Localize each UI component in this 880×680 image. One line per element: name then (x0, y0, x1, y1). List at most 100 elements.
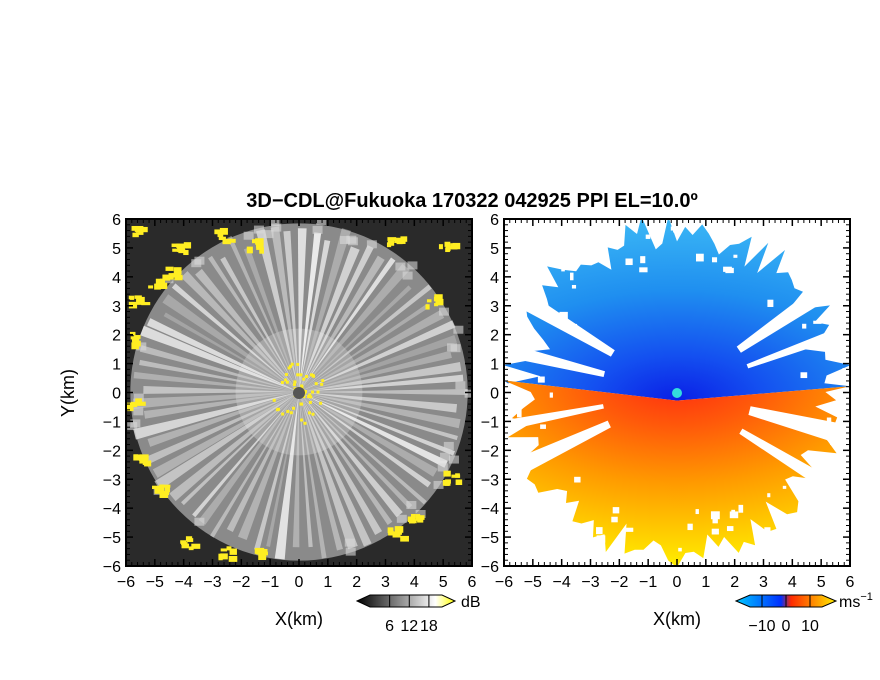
missing-data-pixel (782, 485, 787, 489)
echo-pixel-center (290, 362, 294, 366)
echo-pixel-center (302, 377, 306, 381)
edge-clutter (344, 538, 355, 547)
x-tick-label: 4 (788, 574, 797, 591)
edge-clutter (243, 231, 254, 240)
echo-pixel (173, 267, 182, 275)
echo-pixel (256, 241, 264, 248)
echo-pixel (168, 273, 174, 280)
reflectivity-ray (299, 392, 343, 551)
y-tick-label: −1 (103, 414, 121, 431)
x-tick-label: −6 (495, 574, 513, 591)
x-tick-label: 3 (759, 574, 768, 591)
reflectivity-ray (299, 303, 430, 392)
echo-pixel (135, 398, 143, 404)
echo-pixel-center (292, 406, 296, 410)
x-tick-label: 4 (410, 574, 419, 591)
echo-pixel (452, 242, 461, 250)
missing-data-pixel (767, 299, 774, 307)
missing-data-pixel (712, 516, 718, 524)
echo-pixel (258, 554, 267, 561)
missing-data-pixel (516, 409, 522, 418)
velocity-approaching-region (504, 219, 850, 401)
reflectivity-ray (299, 392, 461, 429)
edge-clutter (269, 219, 280, 227)
y-tick-label: −4 (103, 501, 121, 518)
edge-clutter (455, 381, 466, 390)
echo-pixel (165, 266, 174, 271)
y-tick-label: 0 (112, 386, 121, 403)
y-tick-label: 4 (490, 270, 499, 287)
missing-data-pixel (571, 284, 577, 289)
echo-pixel-center (300, 385, 304, 389)
missing-data-wedge (504, 279, 615, 357)
reflectivity-ray (139, 359, 299, 392)
x-tick-label: 6 (468, 574, 477, 591)
missing-data-pixel (807, 279, 813, 285)
echo-pixel (162, 274, 171, 281)
x-tick-label: 2 (730, 574, 739, 591)
reflectivity-ray (299, 239, 331, 392)
echo-pixel (254, 548, 264, 554)
colorbar-tick-label: 10 (801, 618, 819, 635)
echo-pixel-center (289, 411, 293, 415)
echo-pixel (130, 336, 137, 340)
reflectivity-ray (299, 285, 412, 392)
colorbar-labels-right: −10 0 10 (748, 618, 819, 635)
echo-pixel (388, 531, 393, 536)
echo-pixel (226, 546, 232, 551)
reflectivity-ray (226, 392, 299, 533)
echo-pixel-center (299, 402, 303, 406)
echo-pixel (139, 456, 148, 464)
echo-pixel (444, 480, 450, 486)
missing-data-wedge (746, 322, 850, 369)
echo-pixel (130, 401, 138, 408)
colorbar-tick-label: 6 (385, 618, 394, 635)
echo-pixel (131, 342, 139, 350)
echo-pixel-center (319, 401, 323, 405)
reflectivity-ray (227, 235, 299, 392)
velocity-image (504, 219, 850, 566)
echo-pixel (132, 232, 139, 238)
colorbar-tick-label: 0 (782, 618, 791, 635)
edge-clutter (263, 230, 274, 239)
reflectivity-ray (270, 226, 299, 392)
velocity-axis-ticks: −6 −5 −4 −3 −2 −1 0 1 2 3 4 5 6 6 5 4 3 2 1 0 −1 −2 −3 −4 −5 −6 (481, 212, 855, 591)
missing-data-pixel (626, 527, 634, 532)
missing-data-pixel (695, 253, 704, 262)
reflectivity-ray (299, 392, 383, 536)
reflectivity-colorbar: dB 6 12 18 (355, 594, 481, 635)
reflectivity-ray (256, 229, 299, 392)
edge-clutter (127, 422, 138, 431)
missing-data-pixel (687, 523, 693, 531)
reflectivity-ray (299, 392, 458, 441)
reflectivity-ray (299, 350, 452, 392)
missing-data-pixel (695, 509, 699, 515)
echo-pixel-center (287, 366, 291, 370)
echo-pixel (148, 285, 154, 289)
reflectivity-ray (195, 268, 299, 392)
missing-data-pixel (830, 437, 840, 445)
echo-pixel (174, 274, 183, 281)
echo-pixel (135, 225, 144, 232)
echo-pixel (408, 520, 415, 524)
echo-pixel (129, 331, 136, 336)
missing-data-wedge (504, 420, 611, 485)
reflectivity-ray (299, 392, 458, 413)
echo-pixel-center (309, 395, 313, 399)
echo-pixel (434, 294, 443, 301)
y-tick-label: 5 (112, 241, 121, 258)
missing-data-pixel (574, 476, 581, 483)
echo-pixel (227, 238, 236, 243)
echo-pixel (162, 484, 171, 488)
reflectivity-ray (192, 392, 299, 518)
echo-pixel (255, 238, 264, 245)
missing-data-wedge (504, 404, 604, 432)
echo-pixel-center (292, 383, 296, 387)
missing-data-pixel (831, 441, 836, 446)
missing-data-pixel (733, 254, 738, 258)
reflectivity-ray (299, 392, 427, 505)
echo-pixel (144, 460, 152, 467)
x-tick-label: −1 (261, 574, 279, 591)
missing-data-pixel (783, 527, 787, 535)
